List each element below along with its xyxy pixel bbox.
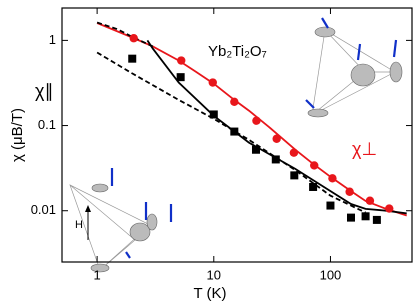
data-point (129, 34, 138, 43)
data-point (230, 127, 239, 136)
data-point (271, 155, 280, 164)
annotation: χ∥ (35, 81, 53, 101)
annotation: H (75, 219, 83, 231)
data-point (252, 116, 261, 125)
data-point (310, 161, 319, 170)
x-tick-label: 100 (320, 267, 342, 282)
annotation: χ⊥ (352, 139, 377, 159)
annotation: Yb₂Ti₂O₇ (208, 43, 267, 60)
y-tick-label: 0.1 (38, 117, 56, 132)
data-point (251, 145, 260, 154)
data-point (326, 201, 335, 210)
data-point (289, 148, 299, 157)
data-point (272, 134, 281, 143)
data-point (346, 213, 355, 222)
data-point (361, 212, 370, 221)
x-tick-label: 1 (94, 267, 101, 282)
data-point (208, 78, 217, 87)
y-tick-label: 1 (49, 32, 56, 47)
data-point (128, 54, 137, 63)
data-point (209, 110, 218, 119)
data-point (290, 171, 299, 180)
x-axis-label: T (K) (193, 285, 226, 302)
data-point (345, 187, 354, 196)
x-tick-label: 10 (207, 267, 221, 282)
data-point (385, 204, 394, 213)
data-point (372, 215, 381, 224)
data-point (365, 196, 375, 205)
data-point (309, 182, 318, 191)
data-point (177, 56, 186, 65)
y-tick-label: 0.01 (31, 202, 56, 217)
data-point (230, 97, 239, 107)
plot-frame (61, 7, 413, 263)
crystal-illustration (69, 17, 403, 273)
curve (96, 21, 154, 48)
y-axis-label: χ (μB/T) (9, 108, 26, 162)
data-point (328, 174, 337, 183)
data-point (176, 73, 185, 82)
curve (146, 39, 407, 215)
